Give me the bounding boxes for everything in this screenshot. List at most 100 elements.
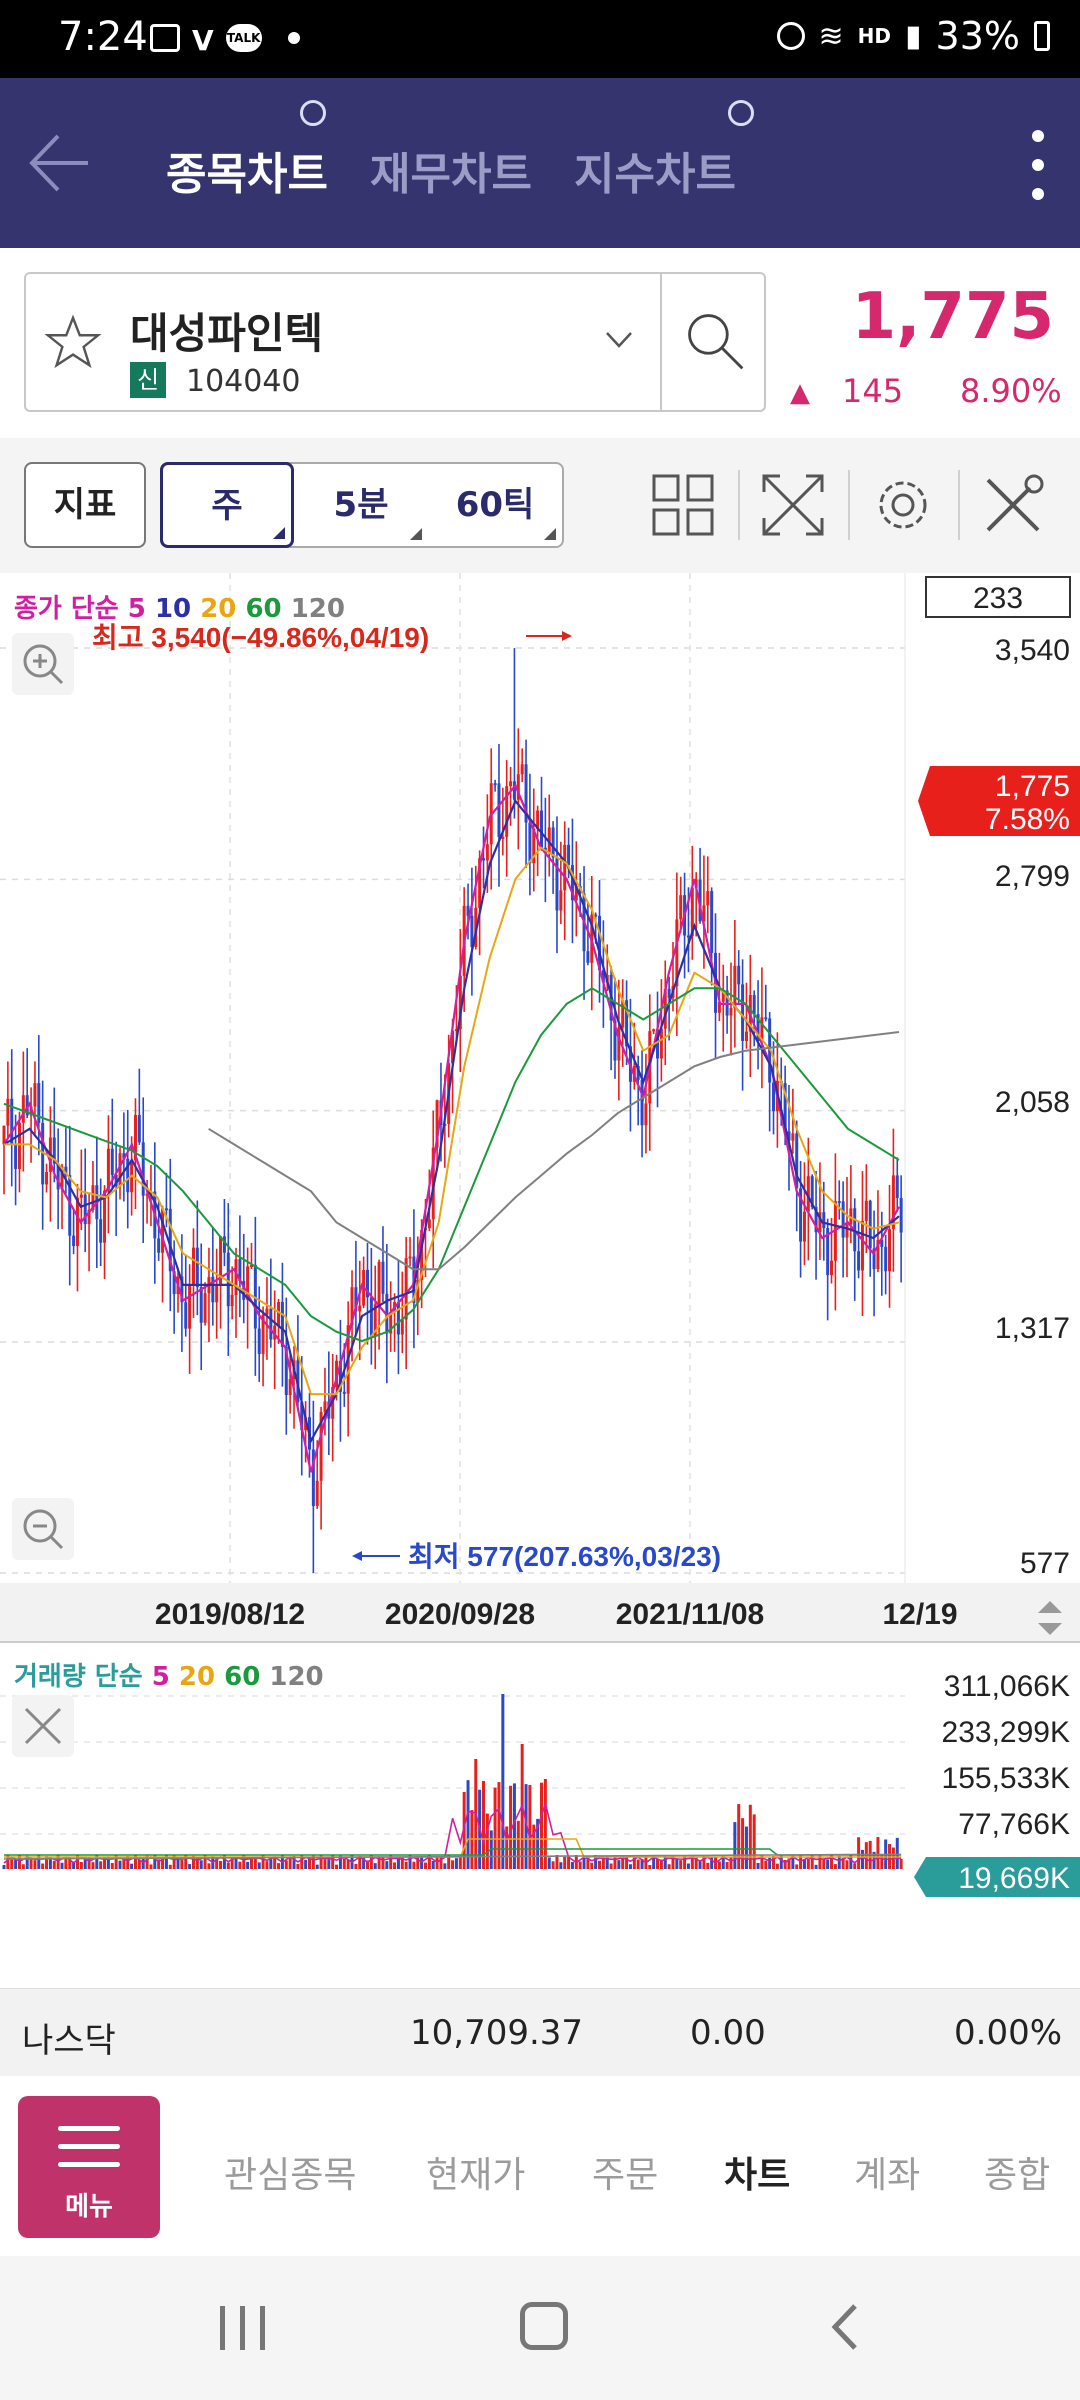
candle-body — [211, 1276, 215, 1303]
close-icon[interactable] — [12, 1695, 74, 1757]
nav-order[interactable]: 주문 — [592, 2155, 659, 2196]
tab-stock-chart[interactable]: 종목차트 — [166, 149, 328, 200]
ma-line-120 — [208, 1031, 900, 1271]
grid-layout-icon[interactable] — [648, 470, 718, 540]
stock-selector[interactable]: 대성파인텍 신 104040 — [24, 272, 766, 412]
volume-bar — [683, 1855, 687, 1869]
candle-body — [249, 1264, 253, 1267]
more-menu-icon[interactable] — [1032, 130, 1046, 217]
volume-bar — [663, 1855, 667, 1869]
volume-bar — [319, 1855, 323, 1869]
index-ticker[interactable]: 나스닥 10,709.37 0.00 0.00% — [0, 1988, 1080, 2076]
tab-index-chart[interactable]: 지수차트 — [574, 149, 736, 200]
chevron-down-icon[interactable] — [604, 330, 634, 350]
candle-body — [872, 1248, 876, 1270]
candle-body — [679, 895, 683, 920]
candle-body — [636, 1066, 640, 1080]
nav-watchlist[interactable]: 관심종목 — [224, 2155, 357, 2196]
candle-body — [895, 1175, 899, 1198]
back-icon[interactable] — [830, 2302, 860, 2352]
menu-button[interactable]: 메뉴 — [18, 2096, 160, 2238]
scroll-arrows-icon[interactable] — [1038, 1601, 1062, 1635]
recent-apps-icon[interactable] — [220, 2306, 266, 2350]
candle-body — [814, 1207, 818, 1233]
period-weekly[interactable]: 주 — [160, 462, 294, 548]
volume-bar — [238, 1861, 242, 1869]
nav-summary[interactable]: 종합 — [984, 2155, 1051, 2196]
low-annotation: 최저 577(207.63%,03/23) — [408, 1541, 721, 1572]
candle-body — [698, 879, 702, 922]
volume-bar — [559, 1862, 563, 1869]
candle-body — [369, 1297, 373, 1337]
volume-bar — [694, 1857, 698, 1869]
fullscreen-icon[interactable] — [758, 470, 828, 540]
status-bar: 7:24 V TALK ≋ HD ▮ 33% — [0, 0, 1080, 78]
volume-bar — [292, 1855, 296, 1869]
volume-bar — [118, 1860, 122, 1869]
candle-body — [269, 1308, 273, 1340]
nav-quote[interactable]: 현재가 — [426, 2155, 526, 2196]
candle-body — [617, 1027, 621, 1061]
candle-body — [277, 1302, 281, 1326]
volume-bar — [110, 1862, 114, 1869]
alarm-icon — [776, 22, 805, 50]
period-60tick[interactable]: 60틱 — [428, 464, 562, 546]
star-icon[interactable] — [44, 314, 102, 372]
volume-bar — [203, 1855, 207, 1869]
moving-averages — [3, 783, 900, 1473]
volume-bar — [412, 1861, 416, 1869]
up-triangle-icon: ▲ — [790, 378, 810, 408]
volume-bar — [423, 1862, 427, 1869]
candle-body — [17, 1122, 21, 1169]
tools-icon[interactable] — [978, 470, 1048, 540]
volume-bar — [617, 1860, 621, 1869]
legend-vma120: 120 — [269, 1662, 324, 1692]
hd-voice-icon: HD — [857, 24, 892, 48]
volume-bar — [586, 1856, 590, 1869]
legend-vma20: 20 — [178, 1662, 216, 1692]
search-icon[interactable] — [682, 308, 748, 374]
volume-bar — [822, 1858, 826, 1869]
price-chart[interactable]: 3,540 2,799 2,058 1,317 577 2019/08/12 2… — [0, 573, 1080, 1988]
volume-bar — [373, 1863, 377, 1869]
candle-body — [458, 975, 462, 1030]
back-arrow-icon[interactable] — [26, 128, 96, 198]
candle-body — [37, 1083, 41, 1123]
candle-body — [741, 984, 745, 1041]
home-icon[interactable] — [520, 2302, 568, 2350]
candle-body — [246, 1266, 250, 1300]
volume-bar — [83, 1856, 87, 1869]
volume-bar — [748, 1804, 752, 1869]
volume-bar — [563, 1856, 567, 1869]
candle-body — [686, 935, 690, 938]
volume-bar — [176, 1858, 180, 1869]
volume-bar — [106, 1856, 110, 1869]
candle-body — [72, 1235, 76, 1247]
volume-bar — [327, 1859, 331, 1869]
volume-bar — [439, 1856, 443, 1869]
battery-icon — [1034, 21, 1050, 51]
candle-body — [594, 914, 598, 917]
volume-bar — [760, 1855, 764, 1869]
nav-account[interactable]: 계좌 — [854, 2155, 921, 2196]
nav-chart[interactable]: 차트 — [724, 2155, 791, 2196]
candle-body — [114, 1174, 118, 1187]
tab-finance-chart[interactable]: 재무차트 — [370, 149, 532, 200]
zoom-in-icon[interactable] — [12, 633, 74, 695]
gear-icon[interactable] — [868, 470, 938, 540]
candle-body — [540, 810, 544, 848]
candle-body — [621, 1000, 625, 1028]
volume-bar — [590, 1862, 594, 1869]
current-price: 1,775 — [851, 280, 1054, 354]
candle-body — [466, 905, 470, 916]
period-5min[interactable]: 5분 — [294, 464, 428, 546]
candle-body — [106, 1148, 110, 1191]
candle-body — [350, 1287, 354, 1326]
battery-text: 33% — [935, 14, 1020, 58]
sync-icon — [728, 100, 754, 126]
volume-bar — [721, 1855, 725, 1869]
candle-body — [41, 1122, 45, 1185]
candle-body — [454, 1029, 458, 1032]
zoom-out-icon[interactable] — [12, 1498, 74, 1560]
indicator-button[interactable]: 지표 — [24, 462, 146, 548]
